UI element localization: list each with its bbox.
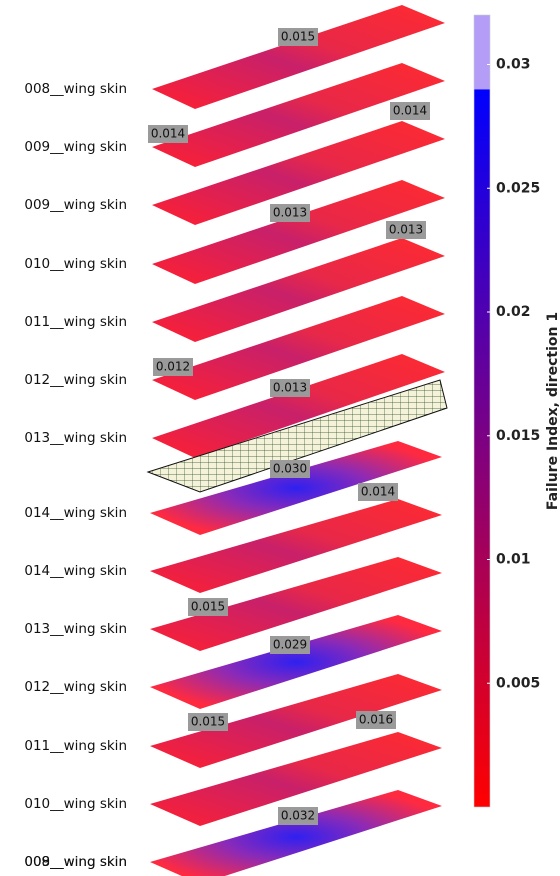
annotation-box: [270, 460, 310, 478]
annotations: 0.015 0.014 0.014 0.013 0.013 0.012 0.013 0.030…: [148, 28, 430, 825]
layer-label: 009__wing skin: [24, 197, 127, 213]
layer-label: 010__wing skin: [24, 256, 127, 272]
annotation: 0.015: [191, 715, 225, 729]
colorbar-range: [474, 89, 490, 807]
annotation: 0.015: [191, 600, 225, 614]
annotation: 0.030: [273, 462, 307, 476]
wing-surface: [152, 238, 445, 342]
wing-surface: [150, 790, 442, 876]
layer-label: 011__wing skin: [24, 314, 127, 330]
wing-surface: [152, 296, 445, 400]
layer-label: 013__wing skin: [24, 430, 127, 446]
wing-surface: [150, 732, 442, 826]
layer-label: 014__wing skin: [24, 505, 127, 521]
wing-surface: [152, 121, 445, 225]
annotation-box: [188, 598, 228, 616]
wing-surface: [150, 674, 442, 768]
annotation: 0.029: [273, 638, 307, 652]
layer-label: 011__wing skin: [24, 738, 127, 754]
colorbar-frame: [473, 14, 491, 808]
wing-surface: [150, 615, 442, 709]
colorbar-tick-label: 0.01: [496, 552, 531, 568]
annotation: 0.013: [273, 381, 307, 395]
wing-surface: [152, 354, 445, 458]
layer-label: 008__wing skin: [24, 854, 127, 870]
wing-surface: [150, 441, 442, 535]
annotation-box: [148, 125, 188, 143]
wing-surface: [152, 180, 445, 284]
colorbar-over: [474, 15, 490, 90]
colorbar-tick-label: 0.015: [496, 428, 540, 444]
annotation: 0.013: [389, 223, 423, 237]
annotation-box: [153, 358, 193, 376]
wing-mesh: [146, 379, 448, 493]
annotation-box: [386, 221, 426, 239]
layer-label: 012__wing skin: [24, 372, 127, 388]
annotation-box: [270, 379, 310, 397]
layer-label: 009__wing skin: [24, 854, 127, 870]
annotation-box: [270, 636, 310, 654]
wing-surface: [152, 63, 445, 167]
layer-label: 013__wing skin: [24, 621, 127, 637]
annotation: 0.013: [273, 206, 307, 220]
colorbar-tick-label: 0.005: [496, 675, 540, 691]
layer-label: 014__wing skin: [24, 563, 127, 579]
annotation: 0.032: [281, 809, 315, 823]
annotation: 0.014: [361, 485, 395, 499]
annotation-box: [358, 483, 398, 501]
wing-surface: [152, 5, 445, 109]
colorbar-title: Failure Index, direction 1: [545, 312, 560, 510]
layer-label: 010__wing skin: [24, 796, 127, 812]
annotation-box: [270, 204, 310, 222]
annotation-box: [278, 28, 318, 46]
annotation: 0.012: [156, 360, 190, 374]
annotation-box: [188, 713, 228, 731]
layer-label: 012__wing skin: [24, 679, 127, 695]
annotation: 0.015: [281, 30, 315, 44]
colorbar-tick-label: 0.02: [496, 304, 531, 320]
wing-surface: [150, 499, 442, 593]
annotation-box: [278, 807, 318, 825]
layer-label: 008__wing skin: [24, 81, 127, 97]
annotation: 0.014: [151, 127, 185, 141]
annotation: 0.014: [393, 104, 427, 118]
annotation-box: [356, 711, 396, 729]
layer-label: 009__wing skin: [24, 139, 127, 155]
colorbar: 0.005 0.01 0.015 0.02 0.025 0.03: [473, 14, 540, 808]
annotation: 0.016: [359, 713, 393, 727]
colorbar-tick-label: 0.03: [496, 57, 531, 73]
annotation-box: [390, 102, 430, 120]
wing-surface: [150, 557, 442, 651]
colorbar-tick-label: 0.025: [496, 180, 540, 196]
